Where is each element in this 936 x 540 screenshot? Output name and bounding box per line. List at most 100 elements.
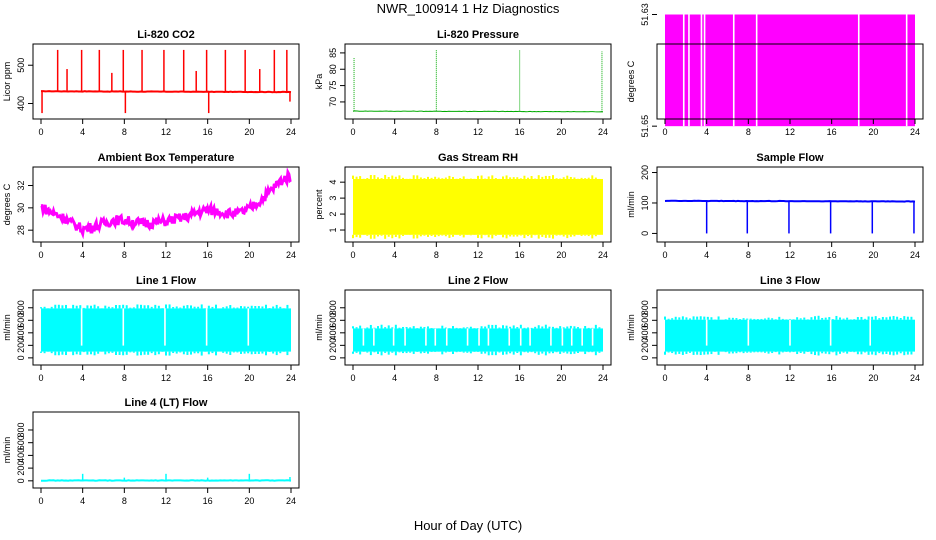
x-tick-label: 8 — [434, 250, 439, 260]
x-tick-label: 0 — [662, 373, 667, 383]
panel-line-4-lt-flow: Line 4 (LT) Flow ml/min 0 4 8 12 16 20 24 0 200400… — [2, 397, 300, 506]
x-tick-label: 8 — [746, 373, 751, 383]
x-tick-label: 24 — [910, 250, 920, 260]
y-axis-label: degrees C — [2, 183, 12, 225]
y-tick-label: 51.65 — [640, 115, 650, 138]
x-tick-label: 20 — [868, 127, 878, 137]
y-tick-label: 400 — [328, 325, 338, 340]
x-tick-label: 20 — [868, 373, 878, 383]
x-axis-label: Hour of Day (UTC) — [413, 518, 523, 533]
y-axis-label: ml/min — [626, 314, 636, 341]
y-tick-label: 600 — [16, 435, 26, 450]
y-tick-label: 85 — [328, 48, 338, 58]
x-tick-label: 20 — [556, 373, 566, 383]
x-tick-label: 24 — [286, 250, 296, 260]
y-tick-label: 100 — [640, 195, 650, 210]
y-tick-label: 800 — [16, 422, 26, 437]
panel-title: Sample Flow — [756, 152, 824, 164]
x-tick-label: 12 — [161, 127, 171, 137]
x-tick-label: 4 — [704, 250, 709, 260]
x-tick-label: 16 — [515, 373, 525, 383]
x-tick-label: 16 — [827, 373, 837, 383]
x-tick-label: 4 — [80, 250, 85, 260]
panel-title: Gas Stream RH — [438, 152, 518, 164]
x-tick-label: 24 — [286, 496, 296, 506]
panel-title: Li-820 CO2 — [137, 29, 194, 41]
y-axis-label: ml/min — [2, 314, 12, 341]
x-tick-label: 16 — [203, 496, 213, 506]
data-line — [664, 199, 916, 203]
y-tick-label: 600 — [328, 313, 338, 328]
y-axis-label: degrees C — [626, 60, 636, 102]
x-tick-label: 16 — [515, 250, 525, 260]
x-tick-label: 16 — [827, 127, 837, 137]
panel-title: Li-820 Pressure — [437, 29, 519, 41]
x-tick-label: 12 — [161, 496, 171, 506]
x-tick-label: 20 — [244, 496, 254, 506]
y-tick-label: 0 — [16, 478, 26, 483]
x-tick-label: 0 — [38, 127, 43, 137]
x-tick-label: 12 — [473, 127, 483, 137]
x-tick-label: 20 — [868, 250, 878, 260]
data-line — [40, 167, 292, 240]
y-axis-label: ml/min — [626, 191, 636, 218]
x-tick-label: 0 — [38, 373, 43, 383]
x-tick-label: 8 — [434, 127, 439, 137]
y-tick-label: 3 — [328, 196, 338, 201]
x-tick-label: 4 — [392, 250, 397, 260]
x-tick-label: 0 — [350, 250, 355, 260]
x-tick-label: 12 — [785, 127, 795, 137]
x-tick-label: 12 — [785, 250, 795, 260]
x-tick-label: 16 — [515, 127, 525, 137]
x-tick-label: 4 — [392, 373, 397, 383]
x-tick-label: 4 — [80, 127, 85, 137]
data-line — [352, 110, 604, 113]
data-band — [41, 308, 291, 352]
x-tick-label: 12 — [473, 373, 483, 383]
y-axis-label: percent — [314, 189, 324, 220]
x-tick-label: 4 — [80, 496, 85, 506]
y-tick-label: 400 — [16, 96, 26, 111]
panel-title: Line 1 Flow — [136, 275, 196, 287]
x-tick-label: 8 — [122, 127, 127, 137]
x-tick-label: 20 — [556, 127, 566, 137]
y-tick-label: 0 — [640, 231, 650, 236]
x-tick-label: 16 — [203, 373, 213, 383]
x-tick-label: 16 — [203, 127, 213, 137]
x-tick-label: 4 — [704, 373, 709, 383]
x-tick-label: 4 — [80, 373, 85, 383]
y-axis-label: kPa — [314, 74, 324, 90]
x-tick-label: 24 — [910, 127, 920, 137]
data-line — [41, 90, 292, 94]
x-tick-label: 24 — [598, 373, 608, 383]
panel-line-2-flow: Line 2 Flow ml/min 0 4 8 12 16 20 24 0 20040060080… — [314, 275, 612, 383]
panel-title: Ambient Box Temperature — [98, 152, 235, 164]
panel-title: Line 4 (LT) Flow — [125, 397, 208, 409]
y-tick-label: 0 — [328, 355, 338, 360]
y-tick-label: 51.63 — [640, 3, 650, 26]
panel-sample-flow: Sample Flow ml/min 0 4 8 12 16 20 24 0 100 200 — [626, 152, 924, 260]
y-tick-label: 75 — [328, 81, 338, 91]
x-tick-label: 24 — [598, 250, 608, 260]
panel-frame — [656, 166, 924, 243]
x-tick-label: 20 — [244, 127, 254, 137]
y-tick-label: 800 — [16, 300, 26, 315]
y-axis-label: Licor ppm — [2, 62, 12, 102]
y-tick-label: 600 — [640, 313, 650, 328]
y-tick-label: 800 — [328, 300, 338, 315]
y-tick-label: 1 — [328, 228, 338, 233]
x-tick-label: 12 — [161, 373, 171, 383]
x-tick-label: 4 — [704, 127, 709, 137]
x-tick-label: 16 — [203, 250, 213, 260]
y-tick-label: 200 — [16, 338, 26, 353]
x-tick-label: 24 — [598, 127, 608, 137]
y-tick-label: 200 — [328, 338, 338, 353]
y-tick-label: 200 — [640, 165, 650, 180]
y-tick-label: 2 — [328, 212, 338, 217]
y-tick-label: 400 — [16, 448, 26, 463]
data-band — [353, 328, 603, 352]
x-tick-label: 8 — [122, 373, 127, 383]
